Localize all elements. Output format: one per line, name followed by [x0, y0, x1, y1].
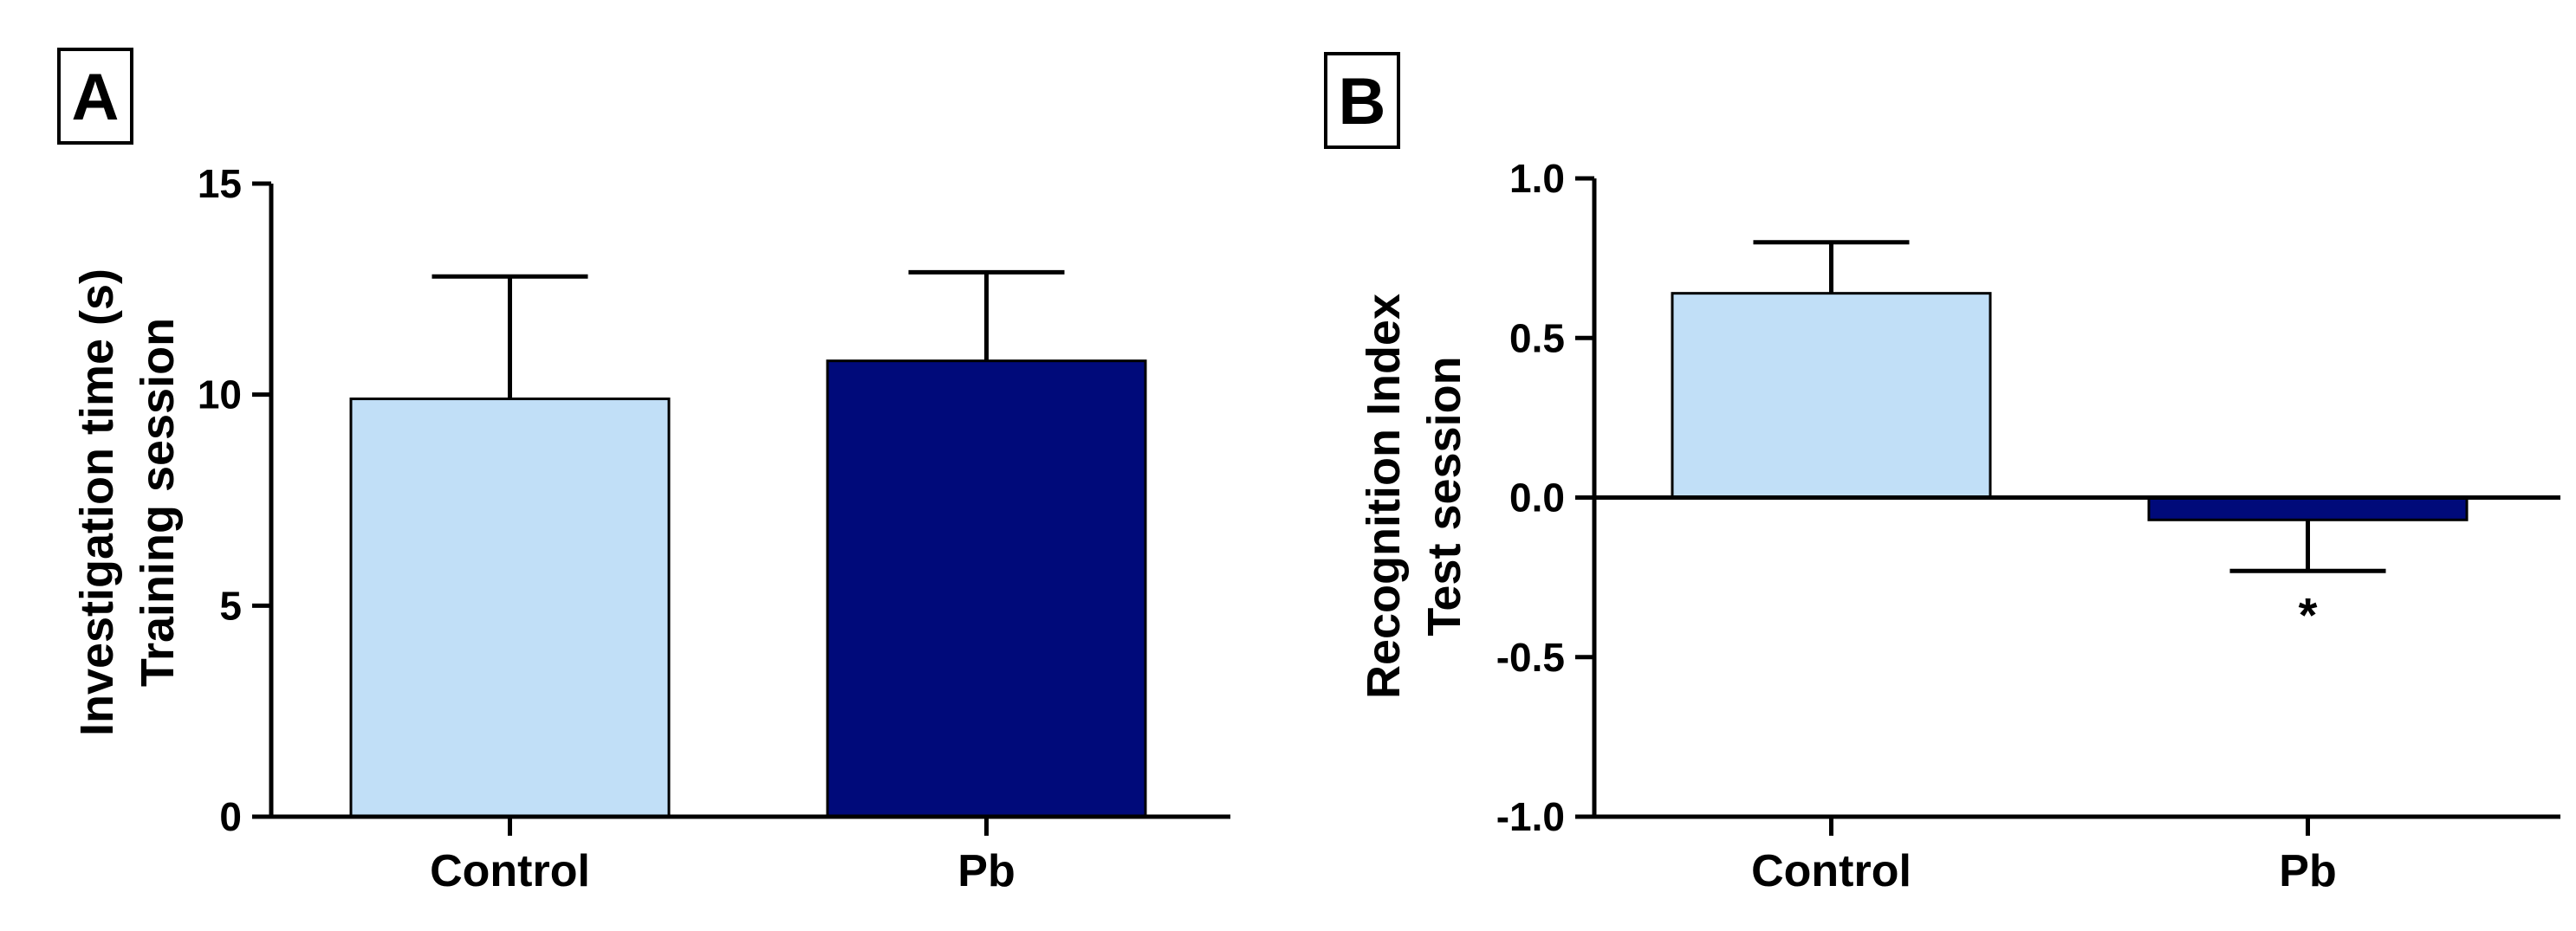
y-axis-title: Training session	[132, 318, 184, 687]
x-tick-label-control: Control	[430, 846, 590, 896]
y-tick-label: 15	[198, 161, 242, 206]
panel-b: B -1.0 -0.5 0.0 0.5 1.0 Control Pb Recognition I…	[1324, 52, 2560, 896]
y-tick-label: 10	[198, 372, 242, 417]
x-tick-label-pb: Pb	[2279, 846, 2336, 896]
x-tick-label-control: Control	[1751, 846, 1911, 896]
panel-label: A	[72, 61, 120, 134]
bar-control	[349, 398, 671, 818]
y-tick-label: -1.0	[1496, 794, 1565, 839]
y-axis-title: Test session	[1418, 356, 1470, 636]
bar-pb	[826, 359, 1147, 818]
panel-label: B	[1339, 65, 1386, 139]
y-tick-label: 0	[219, 794, 242, 839]
panel-label-box	[1324, 52, 1400, 149]
x-tick-label-pb: Pb	[957, 846, 1015, 896]
y-tick-label: 1.0	[1509, 156, 1565, 201]
y-axis-title: Investigation time (s)	[71, 268, 123, 736]
bar-control	[1671, 292, 1992, 499]
y-axis-title: Recognition Index	[1358, 294, 1410, 699]
y-tick-label: 5	[219, 583, 242, 628]
y-tick-label: -0.5	[1496, 635, 1565, 680]
panel-label-box	[57, 48, 133, 145]
y-tick-label: 0.0	[1509, 475, 1565, 520]
bar-pb	[2147, 496, 2469, 521]
significance-marker: *	[2299, 587, 2318, 642]
y-tick-label: 0.5	[1509, 315, 1565, 360]
panel-a: A 0 5 10 15 Control Pb Investigation time (s) Tr…	[57, 48, 1230, 896]
